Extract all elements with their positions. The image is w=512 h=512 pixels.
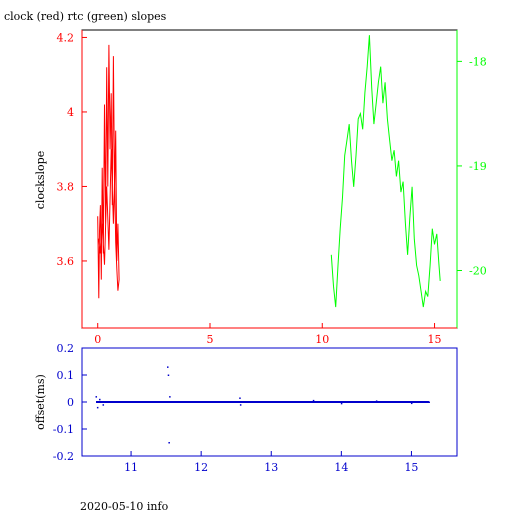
offset-point (239, 397, 241, 399)
left-y-tick-label: 4.2 (57, 31, 75, 44)
bottom-y-tick-label: 0 (67, 396, 74, 409)
bottom-y-axis-label: offset(ms) (34, 374, 47, 430)
left-y-tick-label: 3.6 (57, 255, 75, 268)
bottom-x-tick-label: 13 (264, 461, 278, 474)
bottom-series (95, 366, 430, 444)
offset-point (428, 401, 430, 403)
bottom-x-tick-label: 15 (404, 461, 418, 474)
top-series (97, 35, 441, 308)
right-y-tick-label: -20 (469, 264, 487, 277)
offset-point (96, 406, 99, 409)
bottom-y-tick-label: 0.2 (57, 342, 75, 355)
right-y-tick-label: -19 (469, 160, 487, 173)
bottom-ticks: 11 12 13 14 15 -0.2 -0.1 0 0.1 0.2 (53, 342, 419, 474)
bottom-x-tick-label: 12 (194, 461, 208, 474)
top-x-tick-label: 10 (315, 333, 329, 346)
offset-point (95, 396, 98, 398)
rtc-slope-line (330, 35, 441, 308)
top-x-tick-label: 0 (94, 333, 101, 346)
offset-point (169, 396, 171, 398)
offset-point (239, 404, 242, 406)
bottom-y-tick-label: -0.1 (53, 423, 74, 436)
top-plot: 0 5 10 15 3.6 3.8 4 4.2 -18 -19 -20 clockslope (34, 29, 487, 346)
offset-point (167, 374, 170, 376)
bottom-plot: 11 12 13 14 15 -0.2 -0.1 0 0.1 0.2 offset(ms) (34, 342, 458, 474)
bottom-x-tick-label: 14 (334, 461, 348, 474)
offset-point (375, 400, 378, 402)
offset-point (312, 399, 315, 402)
offset-point (102, 404, 105, 406)
top-y-axis-label: clockslope (34, 151, 47, 209)
offset-point (168, 442, 170, 444)
chart-title: clock (red) rtc (green) slopes (4, 10, 167, 23)
top-plot-frame (81, 29, 458, 329)
bottom-y-tick-label: 0.1 (57, 369, 75, 382)
top-x-tick-label: 15 (428, 333, 442, 346)
footer-label: 2020-05-10 info (80, 500, 169, 512)
bottom-x-tick-label: 11 (124, 461, 138, 474)
bottom-y-tick-label: -0.2 (53, 450, 74, 463)
offset-point (340, 402, 343, 405)
clock-slope-line (97, 44, 120, 299)
top-ticks: 0 5 10 15 3.6 3.8 4 4.2 -18 -19 -20 (57, 31, 487, 346)
offset-point (167, 366, 169, 368)
right-y-tick-label: -18 (469, 55, 487, 68)
offset-point (410, 402, 413, 405)
left-y-tick-label: 4 (67, 106, 74, 119)
left-y-tick-label: 3.8 (57, 180, 75, 193)
offset-point (99, 398, 101, 401)
top-x-tick-label: 5 (206, 333, 213, 346)
